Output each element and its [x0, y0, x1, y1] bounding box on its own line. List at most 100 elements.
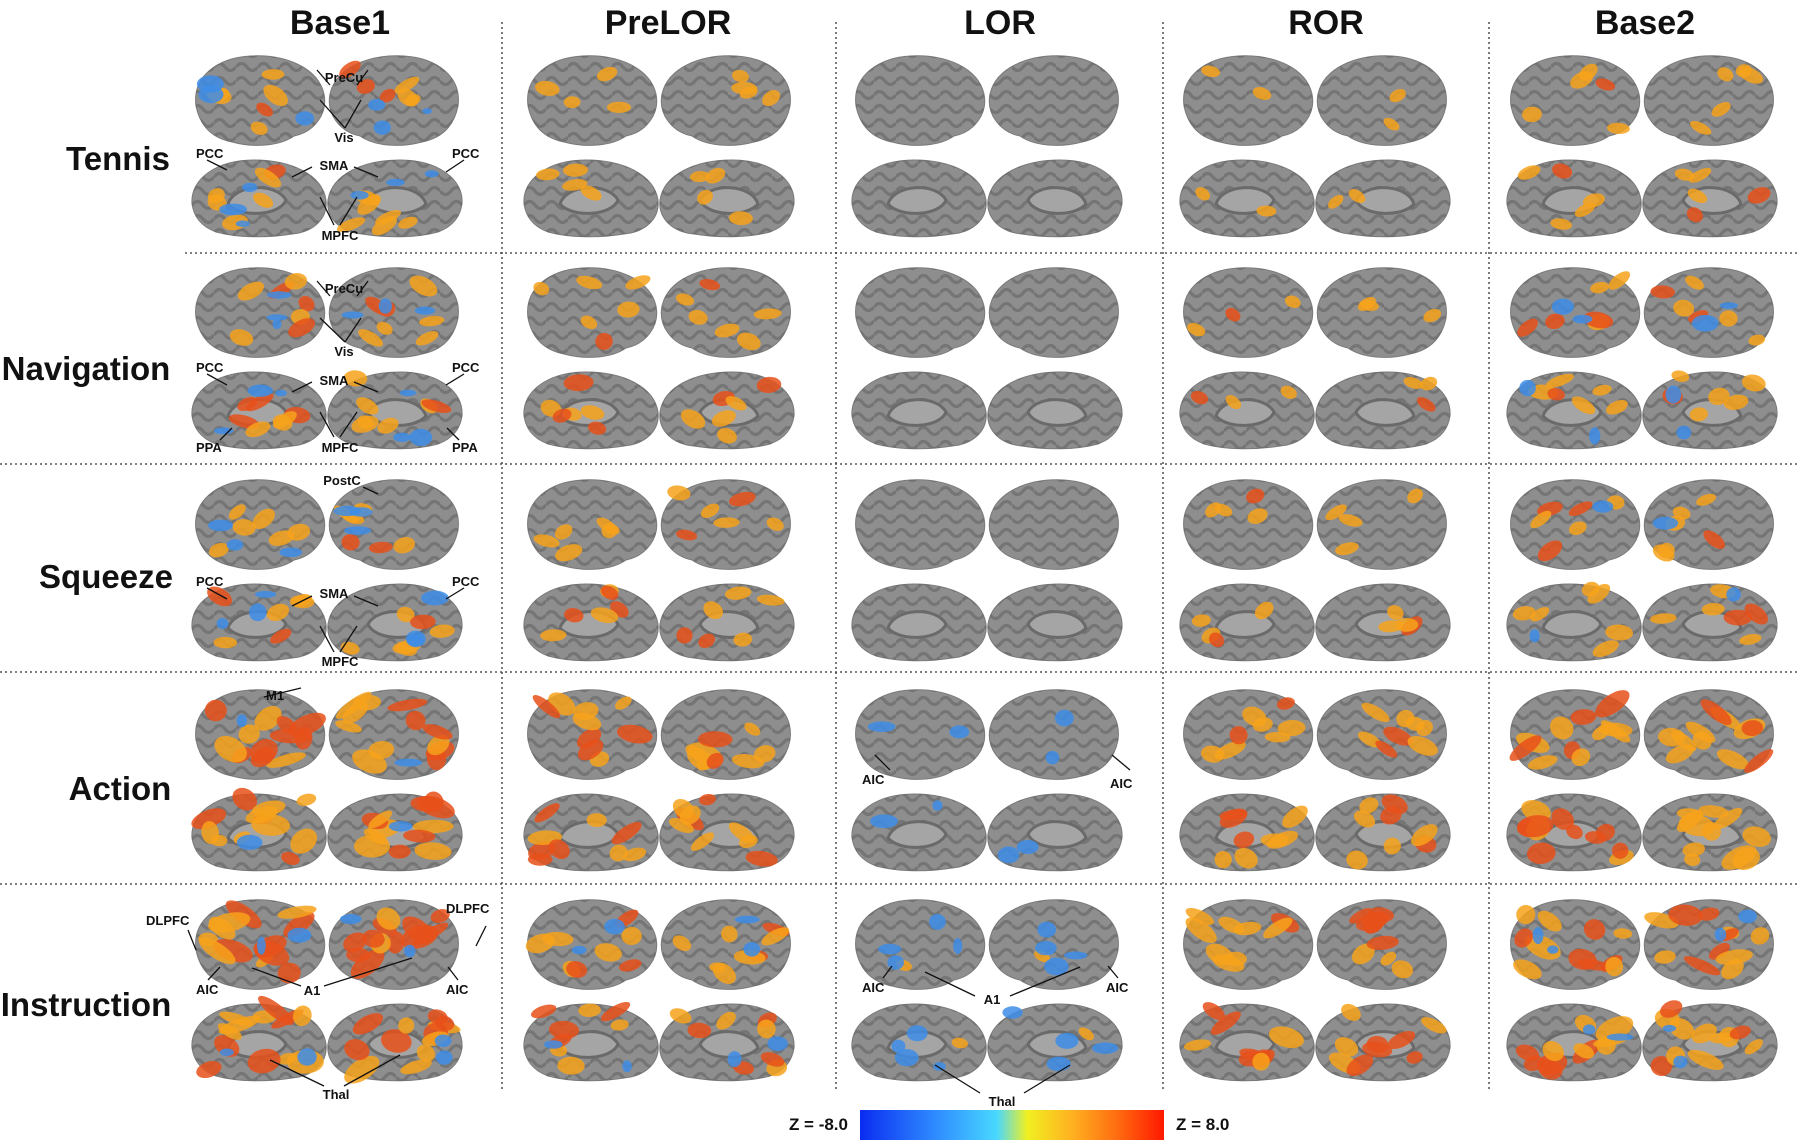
brain-navigation-base2-medial-right [1642, 370, 1778, 450]
row-header-tennis: Tennis [66, 140, 170, 177]
label-a1-instr-lor: A1 [984, 992, 1001, 1007]
row-header-instruction: Instruction [1, 986, 172, 1023]
brain-instruction-prelor-medial-right [659, 1003, 795, 1082]
brain-tennis-ror-medial-right [1315, 159, 1451, 238]
colorbar-gradient [860, 1110, 1164, 1140]
annotation-labels: PreCu Vis PCC SMA PCC MPFC PreCu Vis PCC… [146, 70, 1133, 1109]
brain-panels [191, 55, 1778, 1084]
row-header-action: Action [69, 770, 172, 807]
brain-squeeze-prelor-medial-right [659, 583, 795, 662]
column-header-prelor: PreLOR [605, 4, 732, 42]
brain-navigation-prelor-lateral-right [660, 267, 791, 358]
brain-squeeze-base2-medial-right [1642, 583, 1778, 662]
brain-squeeze-lor-medial-left [851, 583, 987, 662]
label-ppa-nav-left: PPA [196, 440, 222, 455]
label-m1-action: M1 [266, 688, 284, 703]
colorbar: Z = -8.0 Z = 8.0 [789, 1110, 1229, 1140]
brain-navigation-base1-lateral-left [195, 267, 326, 358]
label-vis-nav: Vis [334, 344, 353, 359]
brain-squeeze-prelor-medial-left [523, 583, 659, 662]
brain-action-ror-lateral-left [1183, 689, 1314, 780]
brain-navigation-prelor-lateral-left [527, 267, 658, 358]
label-pcc-tennis-left: PCC [196, 146, 224, 161]
brain-tennis-ror-medial-left [1179, 159, 1315, 238]
label-aic-instr-right: AIC [446, 982, 469, 997]
brain-tennis-base2-medial-left [1506, 159, 1642, 238]
label-mpfc-nav: MPFC [322, 440, 359, 455]
brain-squeeze-ror-medial-right [1315, 583, 1451, 662]
brain-action-lor-lateral-left [855, 689, 986, 780]
brain-instruction-lor-lateral-right [988, 899, 1119, 990]
brain-navigation-prelor-medial-right [659, 371, 795, 450]
brain-squeeze-lor-lateral-right [988, 479, 1119, 570]
brain-instruction-prelor-medial-left [523, 1001, 659, 1082]
brain-navigation-ror-lateral-left [1183, 267, 1314, 358]
brain-navigation-lor-medial-right [987, 371, 1123, 450]
brain-squeeze-prelor-lateral-right [660, 479, 791, 570]
brain-action-base1-lateral-left [195, 689, 326, 780]
brain-tennis-base1-medial-left [191, 159, 327, 238]
label-ppa-nav-right: PPA [452, 440, 478, 455]
label-postc-squeeze: PostC [323, 473, 361, 488]
brain-squeeze-base2-lateral-left [1510, 479, 1641, 570]
brain-navigation-base2-lateral-right [1643, 267, 1774, 358]
brain-action-prelor-lateral-left [527, 689, 658, 780]
brain-tennis-base1-lateral-left [195, 55, 326, 146]
brain-tennis-lor-lateral-right [988, 55, 1119, 146]
brain-action-base1-lateral-right [328, 689, 459, 780]
brain-tennis-prelor-lateral-left [527, 55, 658, 146]
brain-squeeze-base2-lateral-right [1643, 479, 1774, 570]
brain-instruction-base1-medial-left [191, 995, 327, 1082]
label-pcc-nav-left: PCC [196, 360, 224, 375]
brain-instruction-lor-lateral-left [855, 899, 986, 990]
label-dlpfc-instr-right: DLPFC [446, 901, 490, 916]
brain-instruction-base2-lateral-right [1643, 899, 1774, 990]
brain-navigation-lor-medial-left [851, 371, 987, 450]
brain-instruction-ror-lateral-left [1183, 899, 1314, 990]
label-pcc-nav-right: PCC [452, 360, 480, 375]
label-sma-tennis: SMA [320, 158, 350, 173]
brain-instruction-base2-medial-left [1506, 1003, 1642, 1082]
brain-action-prelor-medial-right [659, 793, 795, 872]
brain-action-base2-lateral-right [1643, 689, 1774, 780]
label-vis-tennis: Vis [334, 130, 353, 145]
column-header-base1: Base1 [290, 4, 390, 42]
brain-squeeze-lor-lateral-left [855, 479, 986, 570]
row-header-squeeze: Squeeze [39, 558, 173, 595]
label-aic-instr-left: AIC [196, 982, 219, 997]
brain-tennis-lor-medial-right [987, 159, 1123, 238]
brain-squeeze-base1-medial-right [327, 583, 463, 662]
brain-action-base1-medial-right [327, 791, 463, 872]
label-a1-instr: A1 [304, 983, 321, 998]
brain-action-ror-medial-right [1315, 793, 1451, 872]
brain-squeeze-base1-lateral-left [195, 479, 326, 570]
label-pcc-squeeze-left: PCC [196, 574, 224, 589]
brain-instruction-base1-lateral-left [195, 899, 326, 990]
label-sma-squeeze: SMA [320, 586, 350, 601]
brain-action-lor-lateral-right [988, 689, 1119, 780]
label-thal-instr-lor: Thal [989, 1094, 1016, 1109]
brain-tennis-base2-lateral-right [1643, 55, 1774, 146]
brain-instruction-ror-lateral-right [1316, 899, 1447, 990]
brain-action-prelor-medial-left [523, 793, 659, 872]
brain-action-lor-medial-right [987, 793, 1123, 872]
brain-navigation-ror-lateral-right [1316, 267, 1447, 358]
column-header-base2: Base2 [1595, 4, 1695, 42]
label-aic-instr-lor-right: AIC [1106, 980, 1129, 995]
brain-instruction-prelor-lateral-left [525, 899, 658, 990]
label-aic-instr-lor-left: AIC [862, 980, 885, 995]
brain-action-ror-medial-left [1179, 793, 1315, 872]
brain-tennis-lor-lateral-left [855, 55, 986, 146]
brain-navigation-base2-lateral-left [1510, 267, 1641, 358]
brain-instruction-ror-medial-left [1179, 1002, 1315, 1082]
column-header-lor: LOR [964, 4, 1036, 42]
brain-squeeze-lor-medial-right [987, 583, 1123, 662]
column-header-ror: ROR [1288, 4, 1364, 42]
brain-squeeze-ror-medial-left [1179, 583, 1315, 662]
brain-tennis-base2-lateral-left [1510, 55, 1641, 146]
label-dlpfc-instr-left: DLPFC [146, 913, 190, 928]
brain-action-prelor-lateral-right [660, 689, 791, 780]
brain-instruction-base1-medial-right [327, 1003, 463, 1084]
brain-navigation-base1-medial-right [327, 370, 463, 450]
